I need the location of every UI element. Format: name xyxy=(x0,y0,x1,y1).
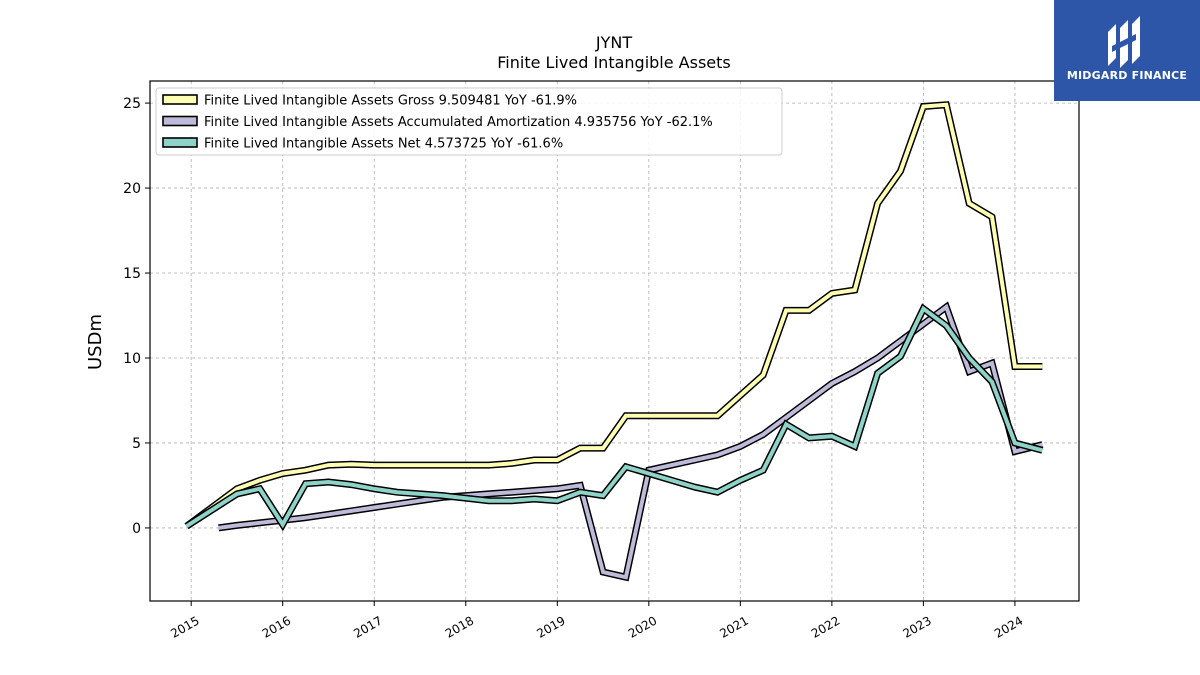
series-line-outline xyxy=(184,101,1043,530)
series-1 xyxy=(184,101,1043,530)
y-tick-label: 10 xyxy=(123,351,141,367)
x-tick-label: 2015 xyxy=(168,613,201,640)
legend-swatch xyxy=(162,137,198,148)
y-tick-label: 15 xyxy=(123,266,141,282)
legend-label: Finite Lived Intangible Assets Gross 9.5… xyxy=(204,94,577,109)
series-2 xyxy=(218,301,1044,582)
series-line xyxy=(218,303,1043,580)
x-tick-label: 2016 xyxy=(260,613,293,640)
legend: Finite Lived Intangible Assets Gross 9.5… xyxy=(155,87,783,156)
series-3 xyxy=(184,303,1044,532)
x-tick-label: 2024 xyxy=(992,613,1025,640)
x-tick-label: 2019 xyxy=(534,613,567,640)
x-tick-label: 2021 xyxy=(717,613,750,640)
legend-label: Finite Lived Intangible Assets Net 4.573… xyxy=(204,137,563,152)
legend-frame xyxy=(155,87,783,156)
series-line-outline xyxy=(218,301,1044,582)
legend-swatch xyxy=(162,94,198,105)
y-axis-label: USDm xyxy=(85,314,106,370)
brand-name: MIDGARD FINANCE xyxy=(1066,69,1188,82)
x-tick-label: 2020 xyxy=(626,613,659,640)
series-line-outline xyxy=(184,303,1044,532)
x-tick-label: 2018 xyxy=(443,613,476,640)
plot-frame xyxy=(149,80,1080,602)
x-tick-label: 2023 xyxy=(900,613,933,640)
legend-label: Finite Lived Intangible Assets Accumulat… xyxy=(204,115,713,130)
series-line xyxy=(185,102,1043,528)
series-line xyxy=(185,305,1043,529)
legend-swatch xyxy=(162,115,198,127)
axis-ticks: 2015 2016 2017 2018 2019 2020 2021 2022 2023 2024… xyxy=(123,96,1025,641)
midgard-logo-icon xyxy=(1108,16,1140,68)
y-tick-label: 20 xyxy=(123,181,141,197)
x-tick-label: 2022 xyxy=(809,613,842,640)
plot-series xyxy=(184,101,1044,582)
x-tick-label: 2017 xyxy=(351,613,384,640)
chart-subtitle: Finite Lived Intangible Assets xyxy=(497,53,730,72)
y-tick-label: 25 xyxy=(123,96,141,112)
chart-title: JYNT xyxy=(595,33,632,52)
y-tick-label: 5 xyxy=(132,436,141,452)
y-tick-label: 0 xyxy=(132,521,141,537)
brand-logo-box: MIDGARD FINANCE xyxy=(1054,0,1200,101)
